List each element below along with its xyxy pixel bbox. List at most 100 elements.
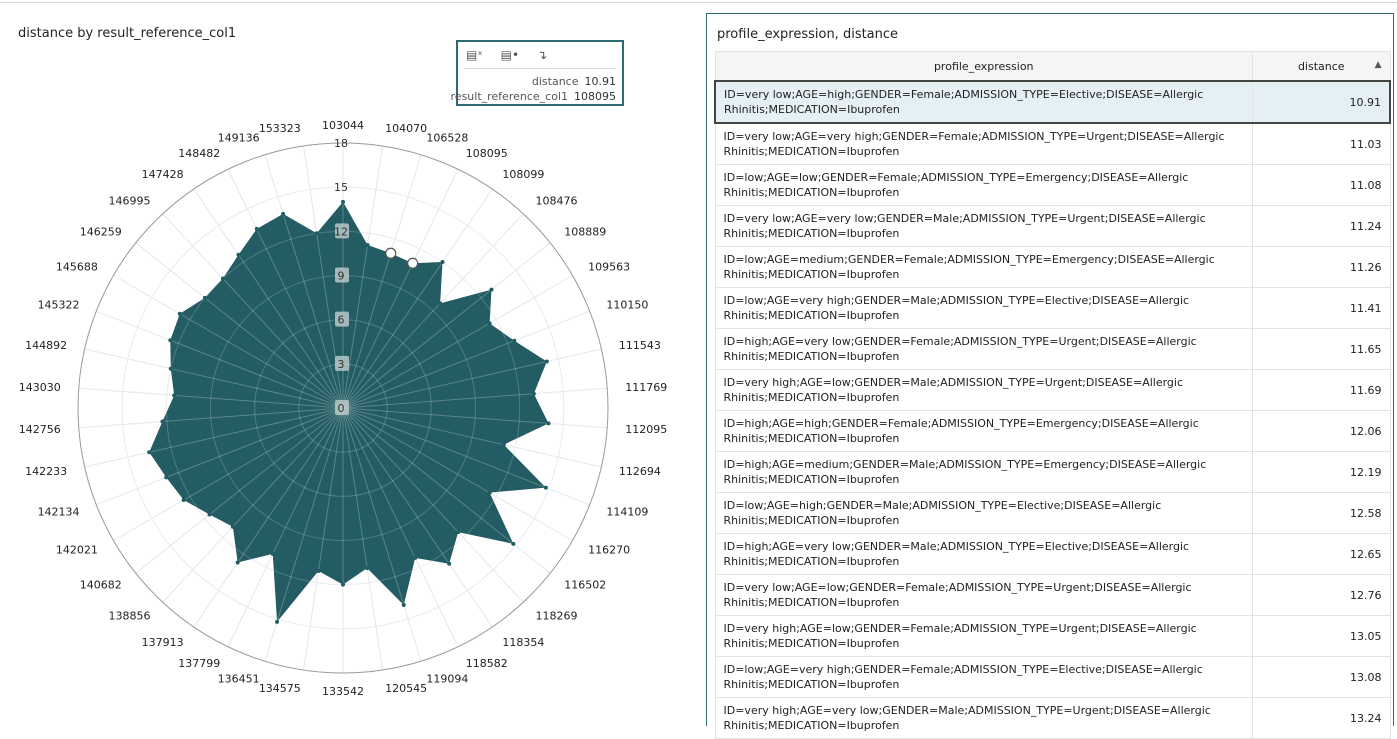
- data-point[interactable]: [181, 498, 186, 503]
- table-row[interactable]: ID=low;AGE=high;GENDER=Male;ADMISSION_TY…: [714, 492, 1391, 534]
- grid-spoke-overlay: [238, 254, 344, 409]
- data-point[interactable]: [407, 257, 419, 269]
- data-point[interactable]: [168, 338, 173, 343]
- data-point[interactable]: [235, 560, 240, 565]
- data-point[interactable]: [438, 301, 443, 306]
- table-row[interactable]: ID=low;AGE=low;GENDER=Female;ADMISSION_T…: [714, 164, 1391, 206]
- data-point[interactable]: [172, 393, 177, 398]
- table-row[interactable]: ID=low;AGE=medium;GENDER=Female;ADMISSIO…: [714, 246, 1391, 288]
- grid-spoke-overlay: [237, 407, 344, 563]
- category-label: 116502: [564, 578, 606, 591]
- data-point[interactable]: [365, 566, 370, 571]
- radial-tick-label: 0: [338, 402, 345, 415]
- data-point[interactable]: [236, 252, 241, 257]
- data-point[interactable]: [275, 619, 280, 624]
- keep-only-icon[interactable]: ▤•: [500, 48, 520, 62]
- table-row[interactable]: ID=high;AGE=high;GENDER=Female;ADMISSION…: [714, 410, 1391, 452]
- grid-spoke-overlay: [166, 407, 344, 478]
- grid-ring-overlay: [121, 186, 565, 630]
- grid-spoke-overlay: [342, 393, 534, 409]
- grid-spoke-overlay: [204, 297, 344, 409]
- data-point[interactable]: [316, 569, 321, 574]
- data-point[interactable]: [230, 524, 235, 529]
- category-label: 133542: [322, 685, 364, 698]
- column-header-profile-expression[interactable]: profile_expression: [714, 51, 1253, 82]
- data-point[interactable]: [281, 211, 286, 216]
- table-row[interactable]: ID=low;AGE=very high;GENDER=Male;ADMISSI…: [714, 287, 1391, 329]
- data-point[interactable]: [177, 311, 182, 316]
- data-point[interactable]: [207, 512, 212, 517]
- category-label: 137799: [178, 657, 220, 670]
- table-row[interactable]: ID=very low;AGE=very high;GENDER=Female;…: [714, 123, 1391, 165]
- grid-spoke-overlay: [342, 407, 514, 545]
- table-row[interactable]: ID=very high;AGE=low;GENDER=Male;ADMISSI…: [714, 369, 1391, 411]
- distance-cell: 11.69: [1252, 369, 1391, 411]
- table-row[interactable]: ID=low;AGE=very high;GENDER=Female;ADMIS…: [714, 656, 1391, 698]
- data-point[interactable]: [546, 421, 551, 426]
- data-point[interactable]: [385, 247, 397, 259]
- category-label: 145322: [38, 299, 80, 312]
- category-label: 138856: [109, 609, 151, 622]
- table-row[interactable]: ID=high;AGE=very low;GENDER=Male;ADMISSI…: [714, 533, 1391, 575]
- data-point[interactable]: [365, 242, 370, 247]
- grid-spoke-overlay: [174, 394, 344, 409]
- data-point[interactable]: [160, 419, 165, 424]
- data-point[interactable]: [501, 442, 506, 447]
- data-point[interactable]: [487, 490, 492, 495]
- category-label: 142756: [19, 423, 61, 436]
- grid-spoke-overlay: [342, 261, 443, 409]
- category-label: 137913: [142, 636, 184, 649]
- data-point[interactable]: [341, 582, 345, 587]
- data-point[interactable]: [440, 260, 445, 265]
- data-point[interactable]: [456, 530, 461, 535]
- column-header-distance[interactable]: distance ▲: [1252, 51, 1391, 82]
- table-row[interactable]: ID=very high;AGE=very low;GENDER=Male;AD…: [714, 697, 1391, 739]
- profile-expression-cell: ID=low;AGE=very high;GENDER=Female;ADMIS…: [714, 656, 1253, 698]
- category-label: 104070: [385, 122, 427, 135]
- grid-spoke-overlay: [282, 213, 344, 409]
- profile-expression-cell: ID=high;AGE=very low;GENDER=Female;ADMIS…: [714, 328, 1253, 370]
- data-point[interactable]: [447, 561, 452, 566]
- data-point[interactable]: [164, 475, 169, 480]
- radial-tick-label: 6: [338, 314, 345, 327]
- top-divider: [0, 2, 1397, 3]
- table-row[interactable]: ID=high;AGE=very low;GENDER=Female;ADMIS…: [714, 328, 1391, 370]
- grid-spoke-overlay: [342, 289, 492, 409]
- data-point[interactable]: [487, 321, 492, 326]
- grid-spoke-overlay: [342, 244, 369, 409]
- profile-expression-cell: ID=very low;AGE=very high;GENDER=Female;…: [714, 123, 1253, 165]
- table-row[interactable]: ID=high;AGE=medium;GENDER=Male;ADMISSION…: [714, 451, 1391, 493]
- category-label: 109563: [588, 261, 630, 274]
- data-point[interactable]: [531, 391, 536, 396]
- radial-tick-label: 15: [334, 181, 348, 194]
- drill-icon[interactable]: ▤ˣ: [466, 48, 483, 62]
- distance-cell: 11.26: [1252, 246, 1391, 288]
- data-point[interactable]: [220, 276, 225, 281]
- data-point[interactable]: [254, 226, 259, 231]
- data-point[interactable]: [168, 366, 173, 371]
- distance-cell: 12.58: [1252, 492, 1391, 534]
- data-point[interactable]: [341, 199, 345, 204]
- data-point[interactable]: [314, 231, 319, 236]
- table-row[interactable]: ID=very high;AGE=low;GENDER=Female;ADMIS…: [714, 615, 1391, 657]
- data-point[interactable]: [413, 555, 418, 560]
- sort-ascending-icon[interactable]: ▲: [1374, 60, 1382, 70]
- profile-expression-cell: ID=very low;AGE=high;GENDER=Female;ADMIS…: [714, 80, 1253, 124]
- data-point[interactable]: [489, 287, 494, 292]
- data-point[interactable]: [202, 295, 207, 300]
- data-point[interactable]: [544, 359, 549, 364]
- data-point[interactable]: [543, 485, 548, 490]
- data-point[interactable]: [512, 338, 517, 343]
- data-point[interactable]: [147, 450, 152, 455]
- drill-down-icon[interactable]: ↴: [537, 48, 548, 62]
- table-row[interactable]: ID=very low;AGE=low;GENDER=Female;ADMISS…: [714, 574, 1391, 616]
- grid-spoke-overlay: [342, 253, 392, 409]
- data-point[interactable]: [511, 541, 516, 546]
- data-point[interactable]: [270, 551, 275, 556]
- grid-spoke-overlay: [342, 360, 547, 409]
- data-point[interactable]: [401, 602, 406, 607]
- table-row[interactable]: ID=very low;AGE=high;GENDER=Female;ADMIS…: [714, 80, 1391, 124]
- category-label: 147428: [142, 168, 184, 181]
- table-row[interactable]: ID=very low;AGE=very low;GENDER=Male;ADM…: [714, 205, 1391, 247]
